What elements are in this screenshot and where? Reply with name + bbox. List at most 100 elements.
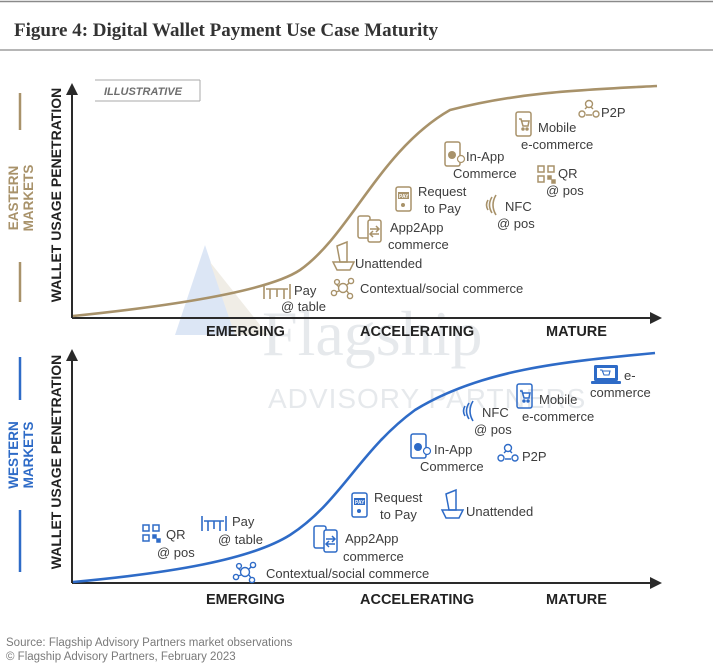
western-market-label: WESTERN MARKETS	[6, 357, 36, 572]
eastern-use-case-nfc: NFC @ pos	[485, 194, 535, 231]
western-panel: WESTERN MARKETS WALLET USAGE PENETRATION…	[6, 349, 662, 608]
western-e-commerce-label-1: e-	[624, 368, 636, 383]
mobile-cart-icon	[515, 111, 532, 137]
eastern-app2app-label-2: commerce	[388, 237, 449, 252]
eastern-nfc-label-2: @ pos	[497, 216, 535, 231]
svg-text:PAY: PAY	[355, 500, 365, 506]
western-y-arrow-icon	[66, 349, 78, 361]
illustrative-tag: ILLUSTRATIVE	[95, 79, 201, 102]
eastern-use-case-qr: QR @ pos	[537, 165, 584, 198]
in-app-icon	[410, 433, 432, 459]
western-request-label-2: to Pay	[380, 507, 417, 522]
western-use-case-contextual-social-commerce: Contextual/social commerce	[232, 561, 429, 584]
watermark-sail-icon	[175, 245, 235, 335]
laptop-cart-icon	[591, 365, 621, 384]
western-use-case-pay-at-table: Pay @ table	[201, 514, 263, 547]
eastern-nfc-label-1: NFC	[505, 199, 532, 214]
eastern-market-label: EASTERN MARKETS	[6, 93, 36, 302]
eastern-social-label: Contextual/social commerce	[360, 281, 523, 296]
western-request-label-1: Request	[374, 490, 423, 505]
western-p2p-label: P2P	[522, 449, 547, 464]
eastern-qr-label-1: QR	[558, 166, 578, 181]
eastern-unattended-label: Unattended	[355, 256, 422, 271]
kiosk-icon	[331, 240, 356, 271]
western-use-case-p2p: P2P	[497, 443, 547, 464]
western-mobile-label-1: Mobile	[539, 392, 577, 407]
eastern-label-line2: MARKETS	[21, 165, 36, 232]
western-app2app-label-2: commerce	[343, 549, 404, 564]
eastern-use-case-p2p: P2P	[578, 99, 626, 120]
western-in-app-label-2: Commerce	[420, 459, 484, 474]
western-use-case-unattended: Unattended	[440, 488, 533, 519]
eastern-use-case-in-app: In-App Commerce	[444, 141, 517, 181]
eastern-use-case-request-to-pay: PAY Request to Pay	[395, 184, 467, 216]
western-stage-mature: MATURE	[546, 592, 607, 608]
eastern-use-case-mobile-e-commerce: Mobile e-commerce	[515, 111, 593, 152]
western-pay-at-table-label-1: Pay	[232, 514, 255, 529]
western-label-line1: WESTERN	[6, 421, 21, 489]
western-use-case-in-app: In-App Commerce	[410, 433, 484, 474]
eastern-stage-mature: MATURE	[546, 324, 607, 340]
eastern-mobile-label-2: e-commerce	[521, 137, 593, 152]
table-icon	[201, 516, 227, 531]
kiosk-icon	[440, 488, 465, 519]
eastern-y-axis-label: WALLET USAGE PENETRATION	[48, 88, 64, 302]
western-y-axis-label: WALLET USAGE PENETRATION	[48, 355, 64, 569]
eastern-p2p-label: P2P	[601, 105, 626, 120]
western-use-case-nfc: NFC @ pos	[462, 400, 512, 437]
western-stage-emerging: EMERGING	[206, 592, 285, 608]
western-use-case-app2app: App2App commerce	[313, 525, 404, 564]
western-stage-accelerating: ACCELERATING	[360, 592, 474, 608]
eastern-use-case-contextual-social-commerce: Contextual/social commerce	[330, 277, 523, 300]
eastern-request-label-1: Request	[418, 184, 467, 199]
request-to-pay-icon: PAY	[351, 492, 368, 518]
eastern-use-case-unattended: Unattended	[331, 240, 422, 271]
eastern-use-case-pay-at-table: Pay @ table	[263, 283, 326, 314]
source-note: Source: Flagship Advisory Partners marke…	[6, 637, 293, 649]
western-unattended-label: Unattended	[466, 504, 533, 519]
western-nfc-label-2: @ pos	[474, 422, 512, 437]
qr-code-icon	[537, 165, 556, 184]
western-qr-label-1: QR	[166, 527, 186, 542]
western-label-line2: MARKETS	[21, 422, 36, 489]
social-network-icon	[330, 277, 355, 300]
western-use-case-request-to-pay: PAY Request to Pay	[351, 490, 423, 522]
watermark: Flagship ADVISORY PARTNERS	[175, 245, 585, 414]
qr-code-icon	[142, 524, 161, 543]
eastern-label-line1: EASTERN	[6, 166, 21, 231]
watermark-title: Flagship	[262, 298, 482, 369]
eastern-stage-accelerating: ACCELERATING	[360, 324, 474, 340]
western-nfc-label-1: NFC	[482, 405, 509, 420]
p2p-icon	[497, 443, 519, 462]
eastern-pay-at-table-label-2: @ table	[281, 299, 326, 314]
eastern-y-arrow-icon	[66, 83, 78, 95]
western-qr-label-2: @ pos	[157, 545, 195, 560]
western-adoption-curve	[72, 351, 656, 584]
eastern-x-arrow-icon	[650, 312, 662, 324]
eastern-request-label-2: to Pay	[424, 201, 461, 216]
eastern-mobile-label-1: Mobile	[538, 120, 576, 135]
svg-text:PAY: PAY	[399, 194, 409, 200]
p2p-icon	[578, 99, 600, 118]
app2app-icon	[357, 215, 382, 243]
western-app2app-label-1: App2App	[345, 531, 399, 546]
in-app-icon	[444, 141, 466, 167]
request-to-pay-icon: PAY	[395, 186, 412, 212]
watermark-sail-icon-2	[210, 262, 268, 335]
western-mobile-label-2: e-commerce	[522, 409, 594, 424]
western-social-label: Contextual/social commerce	[266, 566, 429, 581]
social-network-icon	[232, 561, 257, 584]
eastern-stage-emerging: EMERGING	[206, 324, 285, 340]
eastern-app2app-label-1: App2App	[390, 220, 444, 235]
western-in-app-label-1: In-App	[434, 442, 472, 457]
western-use-case-mobile-e-commerce: Mobile e-commerce	[516, 383, 594, 424]
app2app-icon	[313, 525, 338, 553]
eastern-qr-label-2: @ pos	[546, 183, 584, 198]
western-pay-at-table-label-2: @ table	[218, 532, 263, 547]
eastern-pay-at-table-label-1: Pay	[294, 283, 317, 298]
eastern-adoption-curve	[72, 84, 658, 318]
copyright-note: © Flagship Advisory Partners, February 2…	[6, 651, 236, 663]
eastern-in-app-label-1: In-App	[466, 149, 504, 164]
figure-title: Figure 4: Digital Wallet Payment Use Cas…	[14, 20, 439, 41]
